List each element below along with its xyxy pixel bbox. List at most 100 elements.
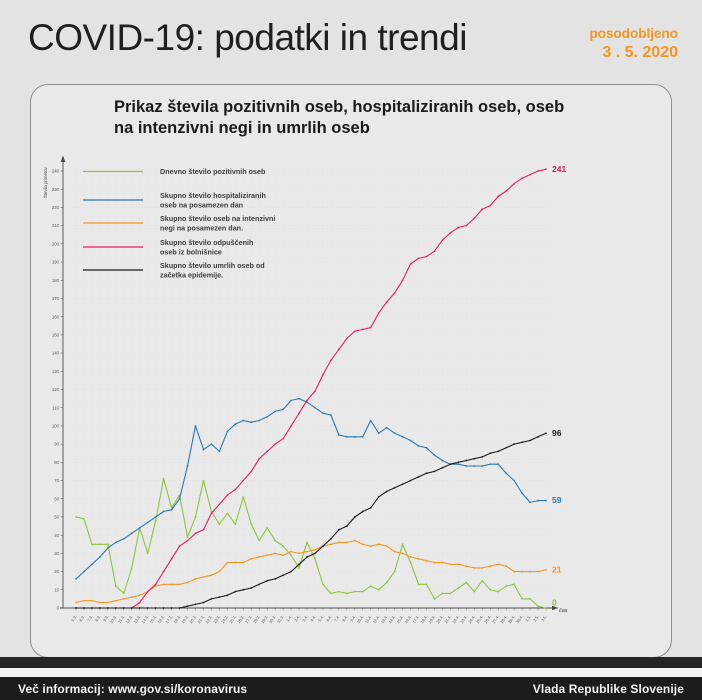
series-point (369, 326, 372, 329)
series-point (425, 559, 428, 562)
series-point (75, 578, 77, 580)
series-point (258, 583, 261, 586)
series-point (345, 541, 348, 544)
series-point (330, 537, 332, 540)
series-point (497, 590, 500, 593)
series-point (138, 607, 141, 609)
series-point (481, 456, 484, 458)
series-point (537, 435, 539, 438)
series-point (186, 605, 189, 608)
series-point (186, 539, 189, 542)
divider-strip-dark (0, 657, 702, 668)
series-point (226, 512, 229, 515)
chart-card: Prikaz števila pozitivnih oseb, hospital… (30, 84, 672, 658)
series-point (250, 421, 253, 424)
series-point (361, 328, 364, 331)
series-point (298, 397, 300, 400)
series-point (306, 541, 308, 544)
x-tick-label: 23.4. (459, 614, 468, 624)
series-point (465, 465, 468, 467)
series-point (162, 510, 165, 513)
series-point (465, 459, 468, 462)
series-point (114, 585, 117, 587)
legend-label-4: Skupno število umrlih oseb od (160, 261, 265, 270)
legend-label-3: Skupno število odpuščenih (160, 238, 253, 247)
series-point (290, 550, 292, 553)
series-point (361, 590, 364, 593)
series-point (377, 496, 380, 498)
series-point (338, 541, 340, 544)
series-point (545, 499, 547, 502)
y-tick-label: 200 (52, 241, 60, 246)
x-tick-label: 23.3. (212, 614, 221, 624)
series-point (178, 545, 181, 547)
series-point (99, 556, 101, 558)
series-point (202, 576, 205, 578)
series-point (202, 601, 205, 604)
y-axis-title: Število primerov (43, 166, 48, 198)
x-tick-label: 16.4. (403, 614, 412, 624)
series-point (345, 592, 348, 595)
series-point (505, 472, 508, 475)
x-tick-label: 7.3. (86, 614, 94, 622)
x-tick-label: 22.3. (204, 614, 213, 624)
series-point (99, 543, 101, 546)
series-point (114, 541, 117, 544)
x-tick-label: 6.4. (325, 614, 333, 622)
series-point (385, 545, 388, 547)
x-tick-label: 19.3. (180, 614, 189, 624)
page-title: COVID-19: podatki in trendi (28, 17, 467, 58)
series-point (210, 510, 213, 513)
series-point (481, 465, 484, 467)
series-point (409, 439, 412, 442)
series-point (178, 497, 181, 500)
series-point (505, 565, 508, 567)
x-tick-label: 22.4. (451, 614, 460, 624)
series-point (282, 574, 284, 577)
y-tick-label: 70 (54, 478, 59, 483)
series-point (401, 279, 404, 282)
series-point (449, 563, 452, 566)
x-tick-label: 21.4. (443, 614, 452, 624)
series-point (497, 563, 500, 566)
series-point (481, 208, 484, 211)
x-tick-label: 24.4. (467, 614, 476, 624)
y-tick-label: 40 (54, 533, 59, 538)
series-point (353, 590, 356, 593)
y-tick-label: 220 (52, 205, 60, 210)
series-point (537, 170, 539, 172)
series-point (194, 603, 197, 606)
series-point (162, 570, 165, 573)
x-tick-label: 11.3. (117, 614, 126, 624)
series-point (146, 521, 149, 524)
series-point (162, 477, 165, 480)
legend-label-1: Skupno število hospitaliziranih (160, 191, 266, 200)
series-point (91, 599, 93, 602)
series-point (266, 415, 269, 418)
series-point (401, 543, 404, 546)
series-point (162, 583, 165, 586)
series-point (521, 492, 523, 495)
series-point (473, 590, 476, 593)
series-end-label-2: 21 (552, 564, 562, 574)
series-point (449, 463, 452, 466)
x-tick-label: 30.3. (268, 614, 277, 624)
series-point (521, 441, 523, 444)
series-point (234, 523, 237, 526)
series-point (99, 601, 101, 604)
x-tick-label: 18.3. (172, 614, 181, 624)
series-point (497, 450, 500, 453)
x-tick-label: 16.3. (156, 614, 165, 624)
series-point (537, 605, 539, 608)
series-point (521, 598, 523, 600)
y-tick-label: 50 (54, 515, 59, 520)
series-point (513, 443, 515, 445)
legend-label-2: Skupno število oseb na intenzivni (160, 214, 275, 223)
series-point (218, 503, 221, 506)
series-end-label-4: 96 (552, 428, 562, 438)
series-point (353, 516, 356, 518)
series-point (282, 437, 284, 440)
series-point (122, 607, 125, 609)
y-tick-label: 20 (54, 569, 59, 574)
series-point (393, 292, 396, 294)
